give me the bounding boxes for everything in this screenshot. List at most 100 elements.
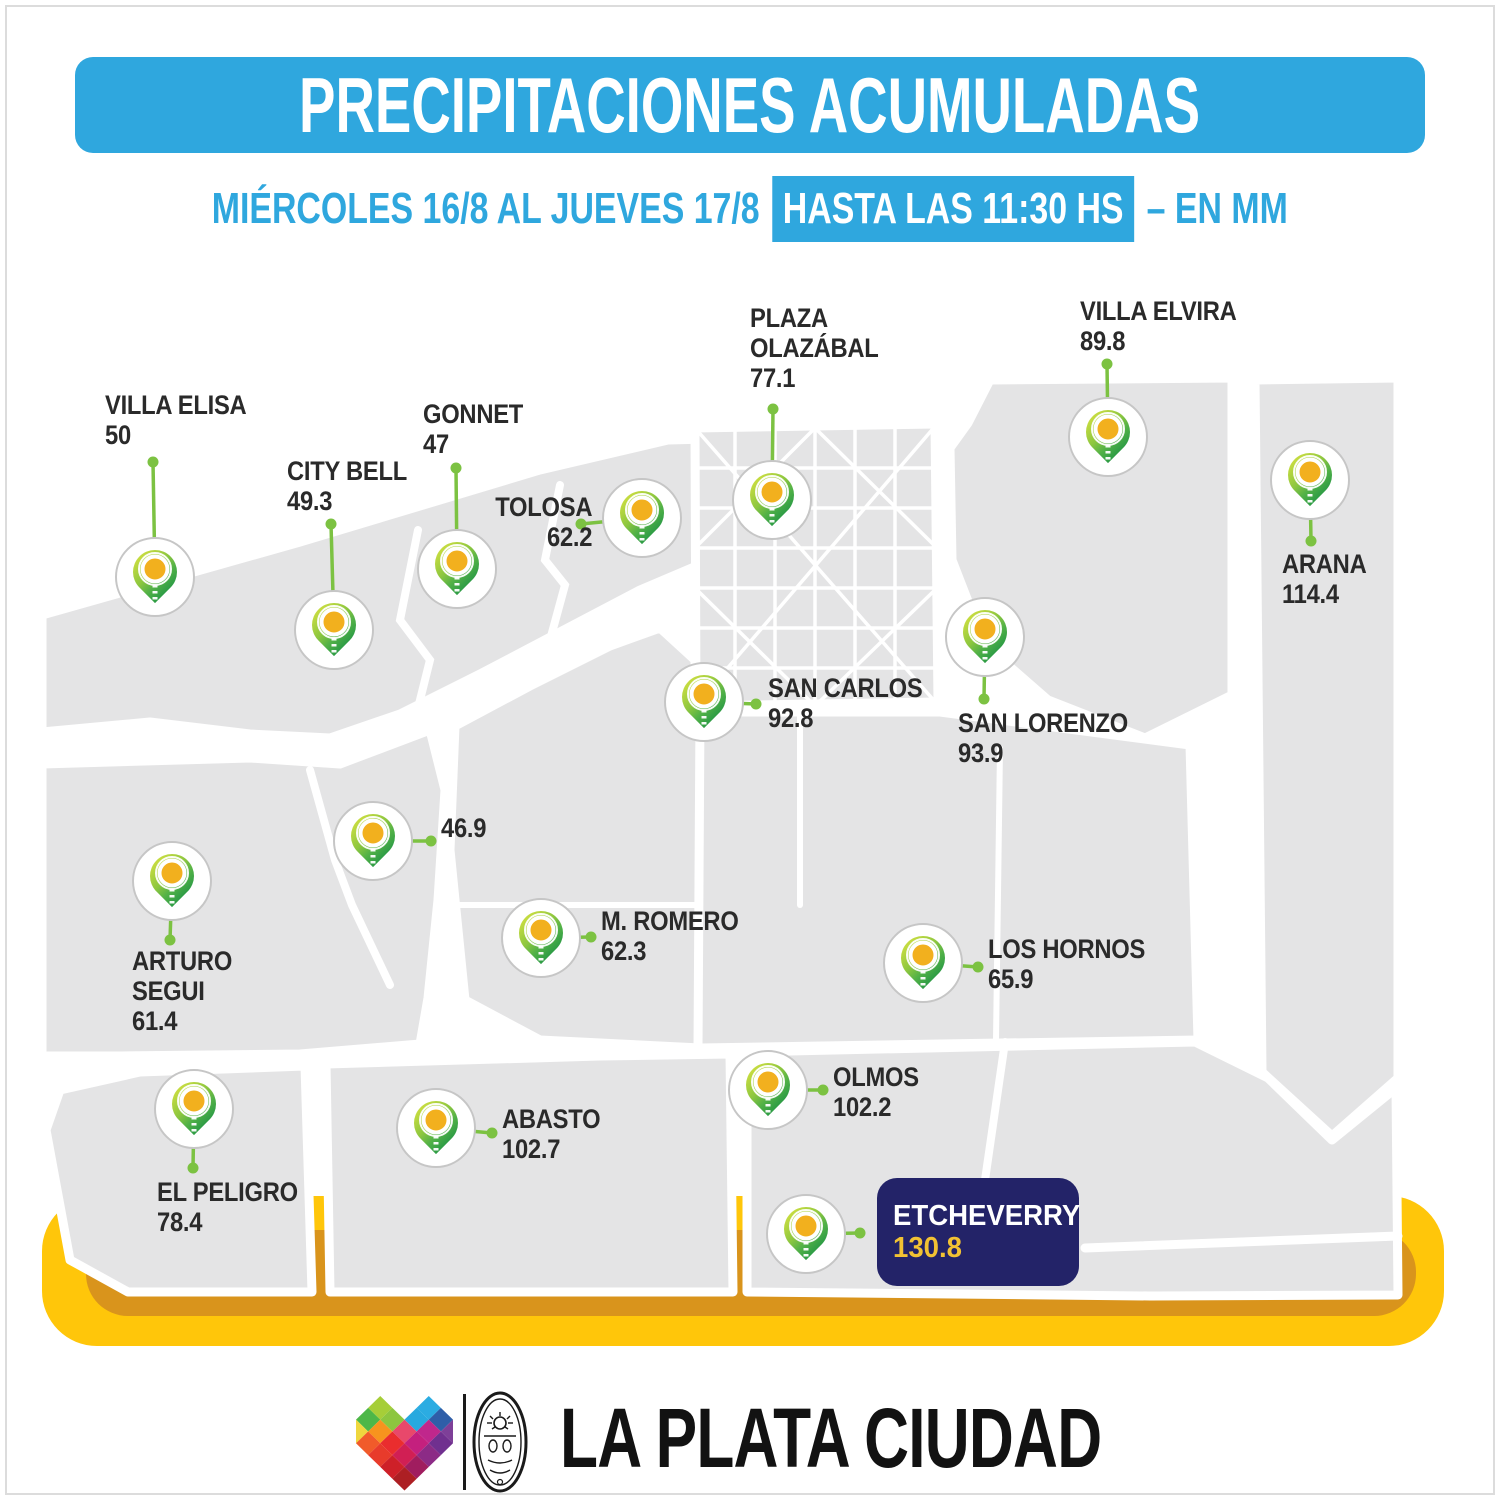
stem-dot-m-romero <box>585 931 597 943</box>
station-value: 93.9 <box>958 738 1004 768</box>
map-pin-core <box>1295 457 1325 487</box>
map-pin-ring <box>356 816 390 850</box>
stem-dot-villa-elisa <box>147 456 159 468</box>
pin-villa-elvira <box>1068 397 1148 477</box>
map-pin-tail <box>331 638 337 655</box>
stem-dot-los-hornos <box>972 961 984 973</box>
station-name: OLAZÁBAL <box>750 333 879 363</box>
label-city-bell: CITY BELL 49.3 <box>287 456 423 516</box>
map-pin-ring <box>755 475 789 509</box>
map-pin-core <box>358 818 388 848</box>
map-pin-core <box>1093 414 1123 444</box>
footer: LA PLATA CIUDAD <box>0 1380 1500 1500</box>
station-name: EL PELIGRO <box>157 1177 298 1207</box>
label-gonnet: GONNET 47 <box>423 399 537 459</box>
map-pin-core <box>753 1067 783 1097</box>
map-pin-tail <box>701 710 707 727</box>
label-los-hornos: LOS HORNOS 65.9 <box>988 934 1167 994</box>
station-name: PLAZA <box>750 303 828 333</box>
map-pin-core <box>757 477 787 507</box>
station-value: 47 <box>423 429 449 459</box>
map-pin-tail <box>982 645 988 662</box>
map-pin-tail <box>803 1242 809 1259</box>
stem-dot-gonnet <box>450 462 462 474</box>
pin-los-hornos <box>883 923 963 1003</box>
map-pin-tail <box>433 1136 439 1153</box>
map-pin-tail <box>920 971 926 988</box>
map-pin-tail <box>1307 488 1313 505</box>
pin-m-romero <box>501 898 581 978</box>
stem-dot-arturo-segui <box>164 934 176 946</box>
station-value: 62.2 <box>546 522 592 552</box>
map-pin-tail <box>765 1098 771 1115</box>
map-pin-tail <box>538 946 544 963</box>
station-value: 78.4 <box>157 1207 203 1237</box>
map-pin-core <box>908 940 938 970</box>
map-pin-core <box>140 554 170 584</box>
station-name: SAN LORENZO <box>958 708 1129 738</box>
stem-dot-tolosa <box>575 518 587 530</box>
station-value: 92.8 <box>768 703 814 733</box>
station-name: ARANA <box>1282 549 1367 579</box>
subtitle: MIÉRCOLES 16/8 AL JUEVES 17/8 HASTA LAS … <box>0 176 1500 242</box>
region-abasto <box>321 1049 738 1297</box>
station-value: 89.8 <box>1080 326 1126 356</box>
station-value: 130.8 <box>893 1232 962 1264</box>
station-name: ABASTO <box>502 1104 601 1134</box>
station-name: CITY BELL <box>287 456 407 486</box>
station-name: M. ROMERO <box>601 906 739 936</box>
map-pin-ring <box>440 544 474 578</box>
map-pin-ring <box>155 856 189 890</box>
station-name: ETCHEVERRY <box>893 1200 1081 1232</box>
map-regions <box>37 373 1403 1301</box>
station-name: VILLA ELISA <box>105 390 247 420</box>
brand-wordmark: LA PLATA CIUDAD <box>560 1391 1102 1485</box>
station-value: 50 <box>105 420 131 450</box>
stem-dot-etcheverry <box>854 1227 866 1239</box>
map-pin-core <box>157 858 187 888</box>
map-pin-tail <box>152 585 158 602</box>
map-pin-ring <box>789 1209 823 1243</box>
pin-plaza-olazabal <box>732 460 812 540</box>
stem-dot-city-bell <box>325 518 337 530</box>
region-el-peligro <box>41 1061 317 1297</box>
pin-arturo-segui <box>132 841 212 921</box>
station-name: TOLOSA <box>495 492 592 522</box>
map-pin-tail <box>191 1117 197 1134</box>
map-pin-core <box>421 1105 451 1135</box>
diamond-heart-logo <box>356 1396 453 1491</box>
label-plaza-olazabal: PLAZA OLAZÁBAL 77.1 <box>750 303 896 393</box>
map-pin-ring <box>317 605 351 639</box>
logo-divider <box>463 1394 466 1490</box>
stem-dot-olmos <box>817 1084 829 1096</box>
pin-city-bell <box>294 590 374 670</box>
map-pin-ring <box>687 677 721 711</box>
map-pin-ring <box>419 1103 453 1137</box>
station-value: 102.2 <box>833 1092 892 1122</box>
map-pin-tail <box>769 508 775 525</box>
map-pin-ring <box>1293 455 1327 489</box>
pin-villa-elisa <box>115 537 195 617</box>
map-pin-tail <box>454 577 460 594</box>
map-pin-ring <box>177 1084 211 1118</box>
label-station-46-9: 46.9 <box>441 813 492 843</box>
map-pin-core <box>791 1211 821 1241</box>
stem-dot-san-carlos <box>750 698 762 710</box>
pin-el-peligro <box>154 1069 234 1149</box>
heart-mosaic <box>356 1396 453 1491</box>
station-value: 102.7 <box>502 1134 561 1164</box>
map-pin-ring <box>524 913 558 947</box>
station-name: ARTURO <box>132 946 233 976</box>
map-pin-ring <box>625 493 659 527</box>
label-olmos: OLMOS 102.2 <box>833 1062 931 1122</box>
stem-dot-arana <box>1305 535 1317 547</box>
label-m-romero: M. ROMERO 62.3 <box>601 906 757 966</box>
label-villa-elvira: VILLA ELVIRA 89.8 <box>1080 296 1258 356</box>
pin-station-46-9 <box>333 801 413 881</box>
stem-dot-station-46-9 <box>425 835 437 847</box>
page-title: PRECIPITACIONES ACUMULADAS <box>299 60 1201 149</box>
station-name: SAN CARLOS <box>768 673 923 703</box>
station-name: SEGUI <box>132 976 205 1006</box>
label-abasto: ABASTO 102.7 <box>502 1104 614 1164</box>
